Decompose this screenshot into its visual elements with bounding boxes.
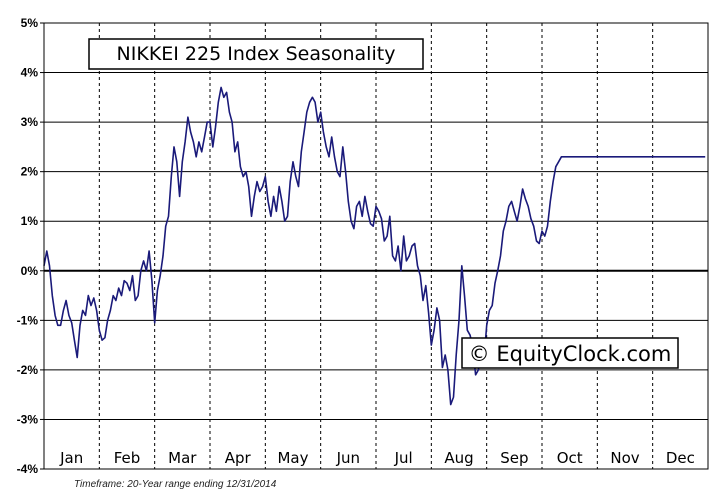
month-label-mar: Mar <box>168 449 197 467</box>
y-tick-label-0: 5% <box>21 16 39 30</box>
y-tick-label-6: -1% <box>17 313 39 327</box>
month-label-dec: Dec <box>666 449 695 467</box>
month-label-nov: Nov <box>610 449 639 467</box>
month-label-aug: Aug <box>444 449 473 467</box>
month-label-jan: Jan <box>59 449 83 467</box>
watermark-text: © EquityClock.com <box>469 342 672 366</box>
title-box-frame <box>88 38 424 70</box>
y-tick-label-4: 1% <box>21 214 39 228</box>
month-label-sep: Sep <box>500 449 528 467</box>
month-label-apr: Apr <box>225 449 252 467</box>
y-tick-label-2: 3% <box>21 115 39 129</box>
watermark-box: © EquityClock.com <box>461 337 679 369</box>
title-box: NIKKEI 225 Index Seasonality <box>88 38 424 70</box>
chart-title: NIKKEI 225 Index Seasonality <box>117 43 396 65</box>
timeframe-footnote: Timeframe: 20-Year range ending 12/31/20… <box>74 479 277 490</box>
y-tick-label-8: -3% <box>17 412 39 426</box>
y-tick-label-3: 2% <box>21 165 39 179</box>
watermark-box-frame <box>461 337 679 369</box>
series-line-0 <box>43 86 706 406</box>
month-labels: Jan Feb Mar Apr May Jun Jul Aug Sep Oct Nov Dec <box>59 449 695 467</box>
y-tick-labels: 5% 4% 3% 2% 1% 0% -1% -2% -3% -4% <box>17 16 39 476</box>
y-tick-label-9: -4% <box>17 462 39 476</box>
plot-border <box>43 22 709 470</box>
month-label-jun: Jun <box>336 449 360 467</box>
month-label-feb: Feb <box>114 449 141 467</box>
month-label-oct: Oct <box>557 449 583 467</box>
y-tick-label-5: 0% <box>21 264 39 278</box>
month-label-jul: Jul <box>394 449 413 467</box>
y-tick-label-1: 4% <box>21 66 39 80</box>
y-tick-label-7: -2% <box>17 363 39 377</box>
grid-layer <box>40 22 708 470</box>
series-layer <box>43 86 706 406</box>
month-label-may: May <box>277 449 308 467</box>
